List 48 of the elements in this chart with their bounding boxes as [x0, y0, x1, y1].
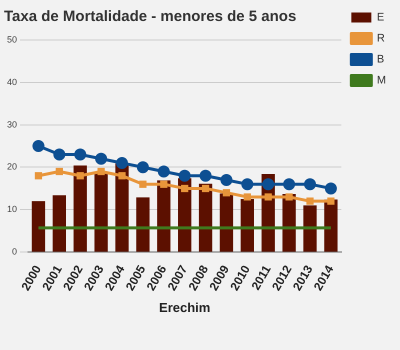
- point: [74, 148, 86, 161]
- legend-label: B: [376, 54, 384, 66]
- point: [202, 184, 210, 192]
- point: [32, 140, 44, 152]
- bar: [32, 201, 46, 252]
- point: [160, 180, 168, 188]
- point: [304, 178, 316, 190]
- chart-title: Taxa de Mortalidade - menores de 5 anos: [4, 8, 296, 26]
- point: [324, 182, 337, 194]
- bar: [52, 195, 66, 252]
- point: [264, 193, 272, 201]
- x-axis-title: Erechim: [159, 300, 210, 315]
- y-tick-label: 10: [6, 204, 18, 214]
- point: [200, 170, 212, 182]
- point: [241, 178, 254, 190]
- point: [139, 180, 147, 188]
- point: [95, 152, 108, 165]
- point: [283, 178, 296, 190]
- point: [56, 168, 63, 176]
- point: [222, 189, 230, 196]
- point: [158, 165, 170, 178]
- point: [118, 172, 126, 180]
- point: [98, 168, 105, 176]
- point: [76, 172, 84, 180]
- point: [262, 178, 274, 190]
- point: [327, 198, 335, 205]
- legend-label: M: [376, 74, 386, 87]
- point: [244, 193, 251, 201]
- point: [220, 174, 232, 186]
- legend-label: E: [376, 12, 384, 24]
- y-tick-label: 40: [6, 76, 18, 87]
- y-tick-label: 50: [6, 34, 18, 44]
- bar: [303, 205, 317, 252]
- point: [116, 157, 128, 170]
- y-tick-label: 0: [12, 246, 18, 257]
- point: [306, 198, 314, 205]
- point: [136, 161, 149, 174]
- point: [181, 184, 188, 192]
- y-tick-label: 30: [6, 119, 18, 130]
- legend-label: R: [376, 32, 385, 45]
- point: [178, 170, 191, 182]
- point: [285, 193, 293, 201]
- bar: [136, 197, 150, 252]
- y-tick-label: 20: [6, 162, 18, 172]
- bar: [240, 199, 254, 252]
- bar: [324, 199, 338, 252]
- point: [53, 148, 66, 161]
- point: [34, 172, 42, 180]
